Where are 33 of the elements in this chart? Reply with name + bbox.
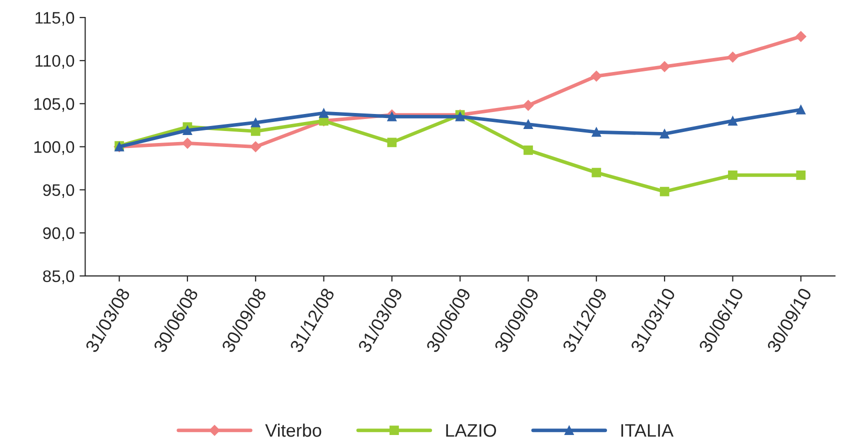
point — [250, 118, 260, 128]
point — [522, 100, 534, 111]
point — [387, 112, 397, 122]
point — [795, 31, 806, 42]
point — [182, 138, 193, 149]
point — [796, 170, 806, 180]
y-tick-label: 100,0 — [34, 141, 74, 155]
point — [659, 61, 670, 72]
point — [592, 168, 602, 178]
point — [524, 120, 533, 130]
point — [250, 126, 260, 136]
point — [728, 170, 738, 180]
legend-label: LAZIO — [446, 424, 496, 437]
y-tick-label: 105,0 — [34, 98, 74, 112]
legend-label: Viterbo — [265, 424, 322, 437]
point — [182, 126, 192, 136]
point — [590, 70, 602, 82]
y-tick-label: 90,0 — [43, 227, 74, 242]
point — [319, 108, 328, 118]
point — [524, 145, 533, 155]
y-tick-label: 85,0 — [43, 270, 74, 284]
point — [796, 105, 806, 114]
legend-label: ITALIA — [621, 424, 674, 437]
point — [727, 52, 738, 63]
y-tick-label: 95,0 — [43, 184, 74, 198]
y-tick-label: 110,0 — [36, 54, 74, 69]
point — [250, 141, 262, 152]
point — [660, 129, 670, 138]
point — [660, 186, 670, 196]
point — [387, 138, 397, 148]
point — [728, 116, 738, 126]
y-tick-label: 115,0 — [36, 12, 74, 26]
point — [592, 127, 602, 137]
